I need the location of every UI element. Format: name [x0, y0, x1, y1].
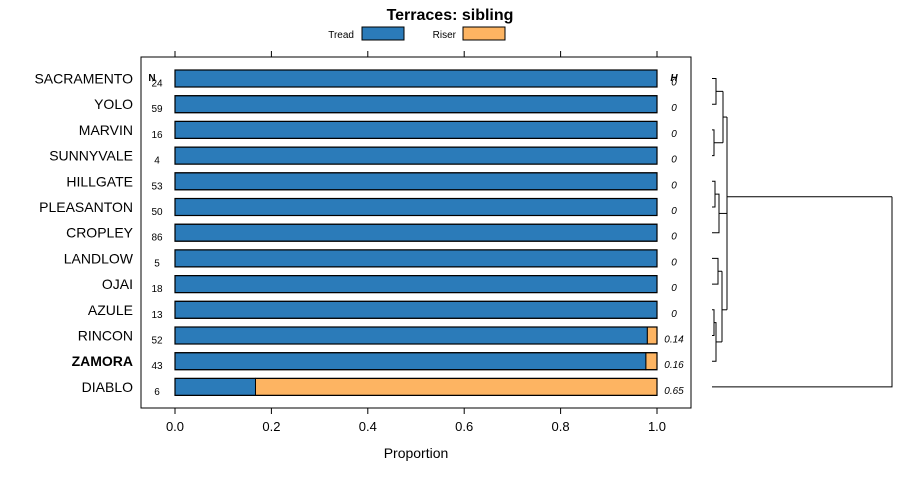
h-value-marvin: 0 [671, 129, 677, 140]
bar-outline-sacramento [174, 69, 658, 88]
bar-tread-zamora [174, 352, 647, 371]
h-value-pleasanton: 0 [671, 206, 677, 217]
n-column-header: N [148, 73, 155, 84]
row-label-pleasanton: PLEASANTON [39, 199, 133, 215]
h-value-diablo: 0.65 [664, 386, 684, 397]
x-tick-label: 0.6 [455, 419, 473, 434]
n-value-hillgate: 53 [151, 181, 163, 192]
x-tick-label: 0.2 [262, 419, 280, 434]
bar-tread-yolo [174, 95, 658, 114]
row-label-rincon: RINCON [78, 328, 133, 344]
x-tick-label: 0.4 [359, 419, 377, 434]
row-label-ojai: OJAI [102, 276, 133, 292]
dendrogram-branch [712, 257, 719, 285]
h-value-cropley: 0 [671, 232, 677, 243]
h-value-rincon: 0.14 [664, 335, 684, 346]
legend-swatch-tread [361, 26, 405, 41]
bar-outline-pleasanton [174, 197, 658, 217]
n-value-yolo: 59 [151, 104, 163, 115]
row-label-yolo: YOLO [94, 96, 133, 112]
n-value-azule: 13 [151, 310, 163, 321]
h-value-landlow: 0 [671, 257, 677, 268]
bar-rows: SACRAMENTO 24 0 YOLO 59 0 MARVIN 16 0 SUNNYVALE 4 0… [34, 69, 684, 398]
legend: Tread Riser [328, 26, 506, 41]
bar-outline-zamora [174, 352, 658, 371]
row-label-diablo: DIABLO [82, 379, 133, 395]
n-value-pleasanton: 50 [151, 207, 163, 218]
bar-tread-rincon [174, 326, 648, 345]
h-value-yolo: 0 [671, 103, 677, 114]
top-axis-ticks [174, 51, 658, 57]
row-label-landlow: LANDLOW [64, 250, 134, 266]
h-value-sacramento: 0 [671, 78, 677, 89]
h-value-ojai: 0 [671, 283, 677, 294]
bar-outline-azule [174, 300, 658, 319]
row-label-marvin: MARVIN [79, 122, 133, 138]
legend-label-tread: Tread [328, 30, 354, 41]
row-label-zamora: ZAMORA [72, 353, 133, 369]
bar-outline-sunnyvale [174, 146, 658, 165]
dendrogram [712, 78, 893, 388]
bar-riser-rincon [646, 326, 658, 345]
bar-tread-hillgate [174, 172, 658, 191]
legend-label-riser: Riser [433, 30, 457, 41]
bar-tread-diablo [174, 377, 256, 396]
h-value-azule: 0 [671, 309, 677, 320]
bar-tread-azule [174, 300, 658, 319]
x-axis-label: Proportion [384, 445, 449, 461]
plot-frame [140, 56, 692, 409]
bar-outline-yolo [174, 95, 658, 114]
chart-title: Terraces: sibling [387, 7, 514, 24]
n-value-marvin: 16 [151, 130, 163, 141]
bar-tread-sunnyvale [174, 146, 658, 165]
n-value-landlow: 5 [154, 258, 160, 269]
legend-swatch-riser [462, 26, 506, 41]
n-value-zamora: 43 [151, 361, 163, 372]
row-label-sunnyvale: SUNNYVALE [49, 148, 133, 164]
bar-riser-zamora [645, 352, 658, 371]
dendrogram-branch [712, 196, 893, 388]
n-value-cropley: 86 [151, 233, 163, 244]
bar-tread-marvin [174, 120, 658, 139]
n-value-ojai: 18 [151, 284, 163, 295]
n-value-sacramento: 24 [151, 79, 163, 90]
bar-outline-rincon [174, 326, 658, 345]
row-label-hillgate: HILLGATE [66, 173, 133, 189]
n-value-diablo: 6 [154, 387, 160, 398]
dendrogram-branch [712, 78, 717, 105]
h-value-zamora: 0.16 [664, 360, 684, 371]
dendrogram-branch [712, 129, 715, 157]
n-value-sunnyvale: 4 [154, 156, 160, 167]
bar-outline-cropley [174, 223, 658, 242]
bar-tread-cropley [174, 223, 658, 242]
x-tick-label: 1.0 [648, 419, 666, 434]
dendrogram-branch [712, 309, 715, 336]
n-value-rincon: 52 [151, 336, 163, 347]
h-value-hillgate: 0 [671, 180, 677, 191]
bar-tread-sacramento [174, 69, 658, 88]
dendrogram-branch [712, 180, 716, 208]
row-label-sacramento: SACRAMENTO [34, 71, 133, 87]
bar-outline-landlow [174, 249, 658, 268]
x-tick-label: 0.8 [552, 419, 570, 434]
x-tick-label: 0.0 [166, 419, 184, 434]
bar-outline-ojai [174, 275, 658, 294]
bar-tread-pleasanton [174, 198, 658, 216]
bar-outline-marvin [174, 120, 658, 140]
bar-tread-landlow [174, 249, 658, 268]
h-value-sunnyvale: 0 [671, 155, 677, 166]
bar-riser-diablo [254, 377, 658, 396]
bar-outline-diablo [174, 377, 658, 396]
bar-outline-hillgate [174, 172, 658, 191]
bar-tread-ojai [174, 275, 658, 294]
x-axis: 0.0 0.2 0.4 0.6 0.8 1.0 [166, 408, 666, 434]
h-column-header: H [670, 73, 678, 84]
row-label-azule: AZULE [88, 302, 133, 318]
row-label-cropley: CROPLEY [66, 225, 134, 241]
